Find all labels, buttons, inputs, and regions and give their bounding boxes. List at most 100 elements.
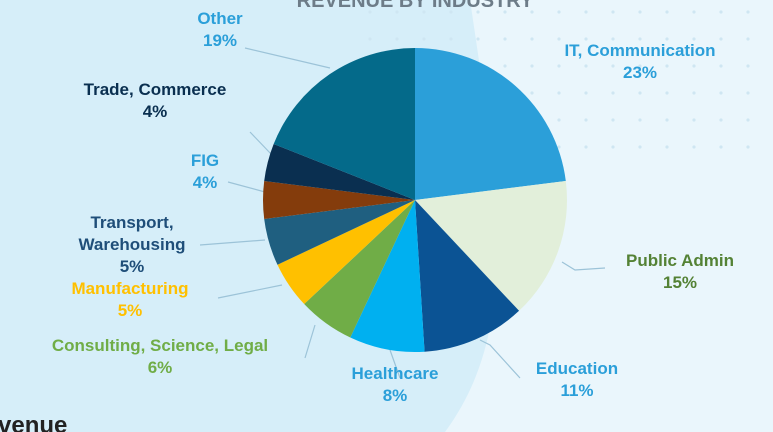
- pie: [263, 48, 567, 353]
- dot: [746, 118, 750, 122]
- value-label: 4%: [142, 102, 168, 121]
- slice: [264, 144, 415, 200]
- slice-label: Manufacturing 5%: [71, 278, 188, 322]
- slice: [304, 200, 415, 338]
- dot: [584, 118, 588, 122]
- dot: [746, 10, 750, 14]
- dot: [665, 118, 669, 122]
- slice: [415, 200, 520, 352]
- dot: [503, 37, 507, 41]
- dot: [557, 118, 561, 122]
- slice: [415, 180, 567, 311]
- dot: [584, 91, 588, 95]
- category-label: Education: [535, 359, 619, 378]
- dot: [368, 37, 372, 41]
- dot: [584, 10, 588, 14]
- slice: [264, 200, 415, 265]
- dot: [530, 64, 534, 68]
- chart-title: REVENUE BY INDUSTRY: [296, 0, 534, 12]
- value-label: 19%: [202, 31, 238, 50]
- dot: [638, 64, 642, 68]
- dot: [665, 37, 669, 41]
- slice: [263, 180, 415, 220]
- category-label: Other: [197, 9, 243, 28]
- dot: [395, 37, 399, 41]
- dot: [422, 37, 426, 41]
- dot: [638, 10, 642, 14]
- dot: [476, 10, 480, 14]
- dot: [611, 37, 615, 41]
- dot: [611, 91, 615, 95]
- dot: [557, 37, 561, 41]
- dot: [638, 118, 642, 122]
- value-label: 15%: [662, 273, 698, 292]
- value-label: 5%: [119, 257, 145, 276]
- dot: [611, 145, 615, 149]
- dot: [719, 10, 723, 14]
- slice-label: Healthcare 8%: [352, 363, 439, 407]
- dot: [557, 91, 561, 95]
- dot: [746, 37, 750, 41]
- dot: [557, 10, 561, 14]
- dot: [719, 91, 723, 95]
- value-label: 11%: [560, 381, 594, 400]
- dot: [692, 145, 696, 149]
- slice-label: Other 19%: [197, 8, 242, 52]
- slice: [415, 48, 566, 200]
- dot: [692, 10, 696, 14]
- slice: [350, 200, 425, 353]
- dot: [557, 64, 561, 68]
- dot: [449, 37, 453, 41]
- dot: [719, 118, 723, 122]
- dot: [746, 91, 750, 95]
- dot: [665, 145, 669, 149]
- dot: [638, 37, 642, 41]
- dot: [665, 64, 669, 68]
- dot: [557, 145, 561, 149]
- dot: [746, 64, 750, 68]
- dot: [584, 145, 588, 149]
- dot: [476, 37, 480, 41]
- category-label: Transport, Warehousing: [78, 213, 186, 254]
- value-label: 8%: [382, 386, 408, 405]
- slice-label: FIG 4%: [191, 150, 219, 194]
- slice-label: IT, Communication 23%: [564, 40, 715, 84]
- value-label: 6%: [147, 358, 173, 377]
- dot: [368, 10, 372, 14]
- dot: [503, 10, 507, 14]
- category-label: Healthcare: [351, 364, 439, 383]
- dot: [719, 64, 723, 68]
- dot: [719, 145, 723, 149]
- dot: [449, 10, 453, 14]
- dot: [422, 10, 426, 14]
- dot: [692, 118, 696, 122]
- category-label: Consulting, Science, Legal: [51, 336, 269, 355]
- slice-label: Consulting, Science, Legal 6%: [52, 335, 268, 379]
- slice: [277, 200, 415, 305]
- dot: [746, 145, 750, 149]
- dot: [665, 10, 669, 14]
- slice-label: Education 11%: [536, 358, 618, 402]
- category-label: IT, Communication: [564, 41, 716, 60]
- category-label: Trade, Commerce: [83, 80, 227, 99]
- dot: [503, 64, 507, 68]
- slice-label: Trade, Commerce 4%: [84, 79, 227, 123]
- dot: [584, 64, 588, 68]
- dot: [530, 10, 534, 14]
- footer-text: venue: [0, 412, 68, 432]
- dot: [611, 118, 615, 122]
- dot: [692, 37, 696, 41]
- leader-lines: [199, 47, 606, 379]
- dot: [692, 64, 696, 68]
- category-label: Public Admin: [626, 251, 734, 270]
- dot: [719, 37, 723, 41]
- slice: [273, 48, 415, 200]
- category-label: FIG: [190, 151, 220, 170]
- dot: [692, 91, 696, 95]
- dot: [584, 37, 588, 41]
- dot: [638, 91, 642, 95]
- value-label: 23%: [622, 63, 658, 82]
- category-label: Manufacturing: [71, 279, 189, 298]
